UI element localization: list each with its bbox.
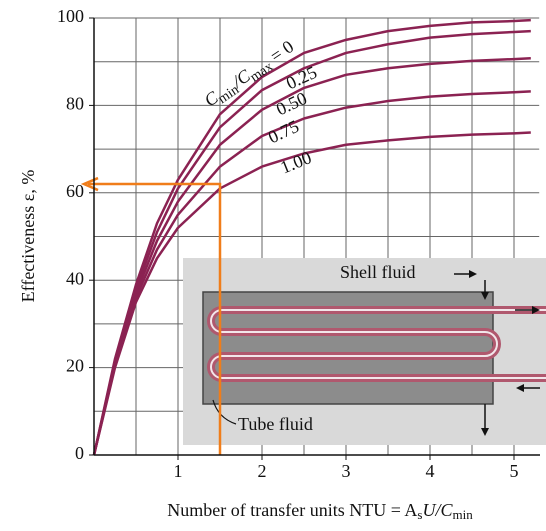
x-label-sub: min [452,507,473,522]
x-tick-label: 1 [174,461,183,481]
y-tick-label: 0 [75,443,84,463]
inset-diagram: Shell fluid Tube fluid [183,258,546,445]
x-axis-label: Number of transfer units NTU = AsU/Cmin [167,500,473,522]
y-tick-label: 80 [66,94,84,114]
y-tick-label: 40 [66,268,84,288]
chart: Shell fluid Tube fluid Effectiveness ε, … [0,0,546,531]
x-tick-label: 3 [342,461,351,481]
tube-label: Tube fluid [238,414,313,434]
x-tick-label: 2 [258,461,267,481]
x-label-part: U/C [422,500,453,520]
y-tick-label: 20 [66,356,84,376]
x-tick-label: 5 [510,461,519,481]
x-tick-label: 4 [426,461,435,481]
y-axis-label: Effectiveness ε, % [18,170,38,303]
y-tick-label: 60 [66,181,84,201]
shell-label: Shell fluid [340,262,416,282]
x-label-part: Number of transfer units NTU = A [167,500,417,520]
y-tick-label: 100 [57,6,84,26]
